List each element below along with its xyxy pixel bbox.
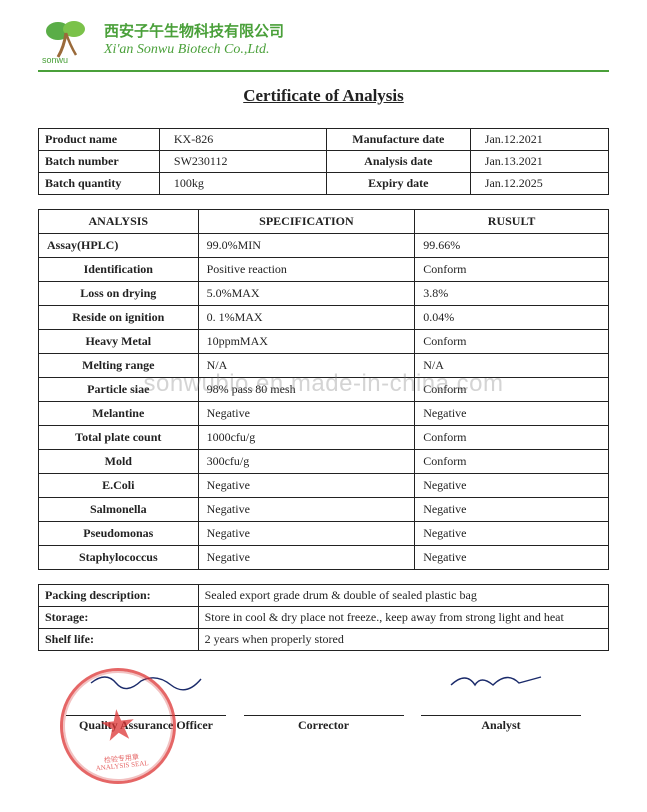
packing-key: Storage: xyxy=(39,607,199,629)
analysis-cell: Melting range xyxy=(39,354,199,378)
analysis-cell: Reside on ignition xyxy=(39,306,199,330)
table-row: StaphylococcusNegativeNegative xyxy=(39,546,609,570)
result-cell: Negative xyxy=(415,402,609,426)
spec-cell: Negative xyxy=(198,522,415,546)
company-name-en: Xi'an Sonwu Biotech Co.,Ltd. xyxy=(104,42,284,58)
packing-key: Shelf life: xyxy=(39,629,199,651)
analysis-cell: Total plate count xyxy=(39,426,199,450)
table-row: SalmonellaNegativeNegative xyxy=(39,498,609,522)
header-rule xyxy=(38,70,609,72)
spec-cell: 98% pass 80 mesh xyxy=(198,378,415,402)
spec-cell: N/A xyxy=(198,354,415,378)
analysis-cell: Loss on drying xyxy=(39,282,199,306)
spec-cell: Negative xyxy=(198,546,415,570)
table-row: Particle siae98% pass 80 meshConform xyxy=(39,378,609,402)
table-row: PseudomonasNegativeNegative xyxy=(39,522,609,546)
result-cell: Conform xyxy=(415,450,609,474)
spec-cell: Negative xyxy=(198,474,415,498)
analysis-cell: E.Coli xyxy=(39,474,199,498)
spec-cell: 300cfu/g xyxy=(198,450,415,474)
analysis-cell: Pseudomonas xyxy=(39,522,199,546)
label-batch-qty: Batch quantity xyxy=(39,173,160,195)
value-batch-qty: 100kg xyxy=(159,173,326,195)
value-product-name: KX-826 xyxy=(159,129,326,151)
result-cell: N/A xyxy=(415,354,609,378)
company-name-cn: 西安子午生物科技有限公司 xyxy=(104,24,284,41)
table-row: Loss on drying5.0%MAX3.8% xyxy=(39,282,609,306)
result-cell: 99.66% xyxy=(415,234,609,258)
product-info-table: Product name KX-826 Manufacture date Jan… xyxy=(38,128,609,195)
spec-cell: Negative xyxy=(198,498,415,522)
table-row: Storage:Store in cool & dry place not fr… xyxy=(39,607,609,629)
spec-cell: Negative xyxy=(198,402,415,426)
spec-cell: 99.0%MIN xyxy=(198,234,415,258)
result-cell: 3.8% xyxy=(415,282,609,306)
analysis-cell: Identification xyxy=(39,258,199,282)
packing-value: Sealed export grade drum & double of sea… xyxy=(198,585,608,607)
packing-value: Store in cool & dry place not freeze., k… xyxy=(198,607,608,629)
value-analysis-date: Jan.13.2021 xyxy=(470,151,608,173)
analysis-cell: Assay(HPLC) xyxy=(39,234,199,258)
svg-text:sonwu: sonwu xyxy=(42,55,68,65)
packing-key: Packing description: xyxy=(39,585,199,607)
label-product-name: Product name xyxy=(39,129,160,151)
sig-label-analyst: Analyst xyxy=(421,715,581,733)
packing-value: 2 years when properly stored xyxy=(198,629,608,651)
result-cell: 0.04% xyxy=(415,306,609,330)
result-cell: Conform xyxy=(415,426,609,450)
spec-cell: 5.0%MAX xyxy=(198,282,415,306)
result-cell: Negative xyxy=(415,474,609,498)
spec-cell: 0. 1%MAX xyxy=(198,306,415,330)
label-mfg-date: Manufacture date xyxy=(326,129,470,151)
table-row: Heavy Metal10ppmMAXConform xyxy=(39,330,609,354)
result-cell: Negative xyxy=(415,546,609,570)
analysis-table: ANALYSIS SPECIFICATION RUSULT Assay(HPLC… xyxy=(38,209,609,570)
analysis-cell: Heavy Metal xyxy=(39,330,199,354)
result-cell: Conform xyxy=(415,330,609,354)
packing-table: Packing description:Sealed export grade … xyxy=(38,584,609,651)
table-row: Reside on ignition0. 1%MAX0.04% xyxy=(39,306,609,330)
value-batch-number: SW230112 xyxy=(159,151,326,173)
label-batch-number: Batch number xyxy=(39,151,160,173)
value-mfg-date: Jan.12.2021 xyxy=(470,129,608,151)
analysis-cell: Salmonella xyxy=(39,498,199,522)
signature-corrector: Corrector xyxy=(244,669,404,733)
document-title: Certificate of Analysis xyxy=(38,86,609,106)
table-row: Total plate count1000cfu/gConform xyxy=(39,426,609,450)
table-row: Shelf life:2 years when properly stored xyxy=(39,629,609,651)
result-cell: Negative xyxy=(415,498,609,522)
analysis-cell: Mold xyxy=(39,450,199,474)
table-row: E.ColiNegativeNegative xyxy=(39,474,609,498)
result-cell: Negative xyxy=(415,522,609,546)
th-analysis: ANALYSIS xyxy=(39,210,199,234)
label-expiry: Expiry date xyxy=(326,173,470,195)
spec-cell: 10ppmMAX xyxy=(198,330,415,354)
result-cell: Conform xyxy=(415,378,609,402)
th-spec: SPECIFICATION xyxy=(198,210,415,234)
table-row: Mold300cfu/gConform xyxy=(39,450,609,474)
label-analysis-date: Analysis date xyxy=(326,151,470,173)
spec-cell: Positive reaction xyxy=(198,258,415,282)
analysis-cell: Staphylococcus xyxy=(39,546,199,570)
analysis-cell: Particle siae xyxy=(39,378,199,402)
signature-analyst: Analyst xyxy=(421,669,581,733)
th-result: RUSULT xyxy=(415,210,609,234)
table-row: Assay(HPLC)99.0%MIN99.66% xyxy=(39,234,609,258)
spec-cell: 1000cfu/g xyxy=(198,426,415,450)
company-logo: sonwu xyxy=(38,17,94,65)
table-row: IdentificationPositive reactionConform xyxy=(39,258,609,282)
result-cell: Conform xyxy=(415,258,609,282)
table-row: Packing description:Sealed export grade … xyxy=(39,585,609,607)
table-row: MelantineNegativeNegative xyxy=(39,402,609,426)
letterhead: sonwu 西安子午生物科技有限公司 Xi'an Sonwu Biotech C… xyxy=(38,14,609,68)
analysis-cell: Melantine xyxy=(39,402,199,426)
sig-label-corrector: Corrector xyxy=(244,715,404,733)
value-expiry: Jan.12.2025 xyxy=(470,173,608,195)
table-row: Melting rangeN/AN/A xyxy=(39,354,609,378)
